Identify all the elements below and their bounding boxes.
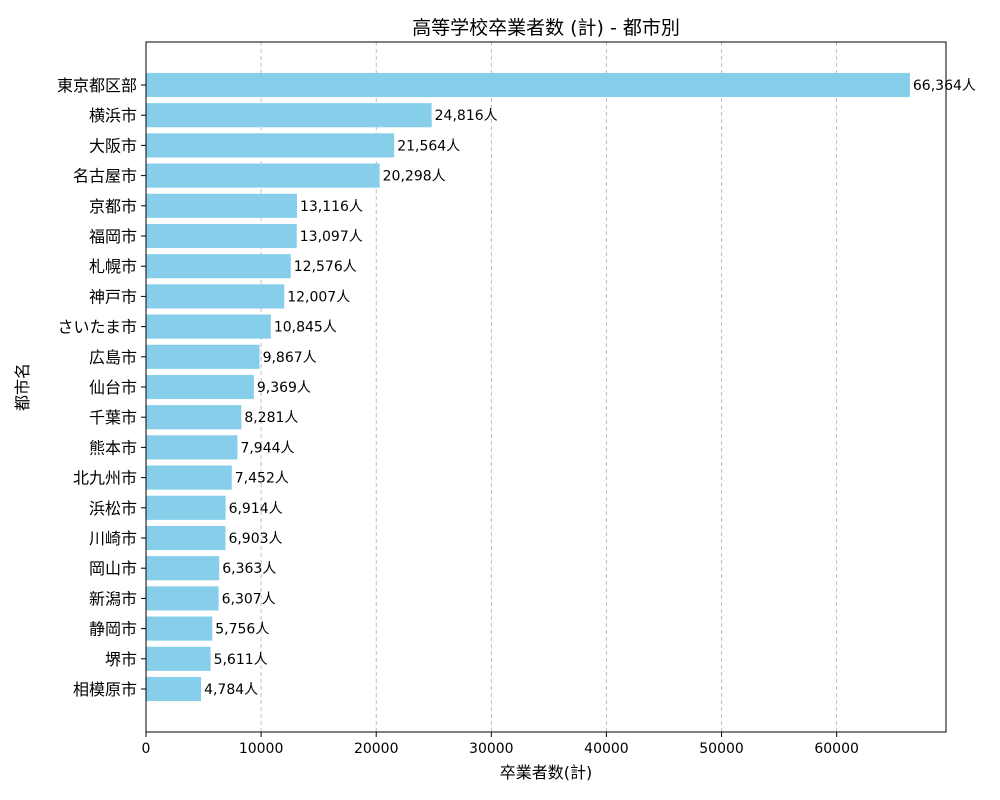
bar-11 — [146, 405, 242, 430]
bar-4 — [146, 193, 297, 218]
data-label-14: 6,914人 — [229, 501, 283, 517]
bar-0 — [146, 72, 910, 98]
y-tick-label-12: 熊本市 — [89, 438, 137, 457]
x-axis-label: 卒業者数(計) — [500, 763, 593, 782]
data-label-3: 20,298人 — [383, 169, 446, 185]
x-tick-label-10000: 10000 — [239, 741, 284, 757]
bar-9 — [146, 344, 260, 369]
x-tick-label-20000: 20000 — [354, 741, 399, 757]
x-tick-label-60000: 60000 — [814, 741, 859, 757]
data-label-8: 10,845人 — [274, 320, 337, 336]
y-tick-label-17: 新潟市 — [89, 589, 137, 608]
data-label-19: 5,611人 — [214, 652, 268, 668]
data-label-6: 12,576人 — [294, 259, 357, 275]
data-label-20: 4,784人 — [204, 682, 258, 698]
data-label-9: 9,867人 — [263, 350, 317, 366]
y-tick-label-6: 札幌市 — [89, 257, 137, 276]
bar-19 — [146, 646, 211, 671]
bar-17 — [146, 586, 219, 611]
y-tick-label-10: 仙台市 — [89, 378, 137, 397]
bar-2 — [146, 133, 395, 158]
y-tick-label-9: 広島市 — [89, 348, 137, 367]
data-label-16: 6,363人 — [222, 561, 276, 577]
y-tick-label-5: 福岡市 — [89, 227, 137, 246]
bar-20 — [146, 676, 202, 702]
bar-12 — [146, 435, 238, 460]
y-tick-label-18: 静岡市 — [89, 620, 137, 639]
data-label-17: 6,307人 — [222, 591, 276, 607]
y-tick-label-15: 川崎市 — [89, 529, 137, 548]
plot-frame — [145, 41, 947, 733]
bar-18 — [146, 616, 213, 641]
data-label-13: 7,452人 — [235, 471, 289, 487]
bar-15 — [146, 525, 226, 551]
data-labels: 66,364人 24,816人 21,564人 20,298人 13,116人 13,09… — [204, 78, 976, 698]
data-label-7: 12,007人 — [287, 289, 350, 305]
y-tick-label-16: 岡山市 — [89, 559, 137, 578]
bar-1 — [146, 103, 432, 128]
y-axis-label: 都市名 — [13, 363, 32, 411]
y-tick-label-2: 大阪市 — [89, 136, 137, 155]
data-label-18: 5,756人 — [215, 622, 269, 638]
data-label-2: 21,564人 — [397, 138, 460, 154]
y-tick-label-1: 横浜市 — [89, 106, 137, 125]
data-label-5: 13,097人 — [300, 229, 363, 245]
y-tick-label-13: 北九州市 — [73, 469, 137, 488]
y-tick-label-14: 浜松市 — [89, 499, 137, 518]
bar-8 — [146, 314, 271, 339]
y-tick-label-4: 京都市 — [89, 197, 137, 216]
bar-5 — [146, 223, 297, 249]
bar-10 — [146, 374, 254, 400]
y-tick-label-3: 名古屋市 — [73, 167, 137, 186]
bar-6 — [146, 254, 291, 279]
y-tick-label-0: 東京都区部 — [57, 76, 137, 95]
y-tick-label-11: 千葉市 — [89, 408, 137, 427]
data-label-4: 13,116人 — [300, 199, 363, 215]
y-tick-label-20: 相模原市 — [73, 680, 137, 699]
data-label-12: 7,944人 — [240, 440, 294, 456]
y-tick-label-19: 堺市 — [105, 650, 137, 669]
y-tick-label-8: さいたま市 — [57, 318, 137, 337]
data-label-1: 24,816人 — [435, 108, 498, 124]
bar-14 — [146, 495, 226, 520]
x-tick-label-30000: 30000 — [469, 741, 514, 757]
chart-title: 高等学校卒業者数 (計) - 都市別 — [412, 17, 680, 39]
data-label-15: 6,903人 — [228, 531, 282, 547]
x-axis-ticks: 0 10000 20000 30000 40000 50000 60000 — [142, 732, 859, 757]
x-tick-label-0: 0 — [142, 741, 151, 757]
bar-16 — [146, 556, 220, 581]
y-axis-ticks: 東京都区部横浜市大阪市名古屋市京都市福岡市札幌市神戸市さいたま市広島市仙台市千葉… — [57, 76, 146, 699]
y-tick-label-7: 神戸市 — [89, 287, 137, 306]
bar-7 — [146, 284, 285, 309]
data-label-10: 9,369人 — [257, 380, 311, 396]
bar-3 — [146, 163, 380, 188]
data-label-11: 8,281人 — [244, 410, 298, 426]
bars — [146, 72, 910, 702]
bar-13 — [146, 465, 232, 490]
x-tick-label-40000: 40000 — [584, 741, 629, 757]
data-label-0: 66,364人 — [913, 78, 976, 94]
x-tick-label-50000: 50000 — [699, 741, 744, 757]
